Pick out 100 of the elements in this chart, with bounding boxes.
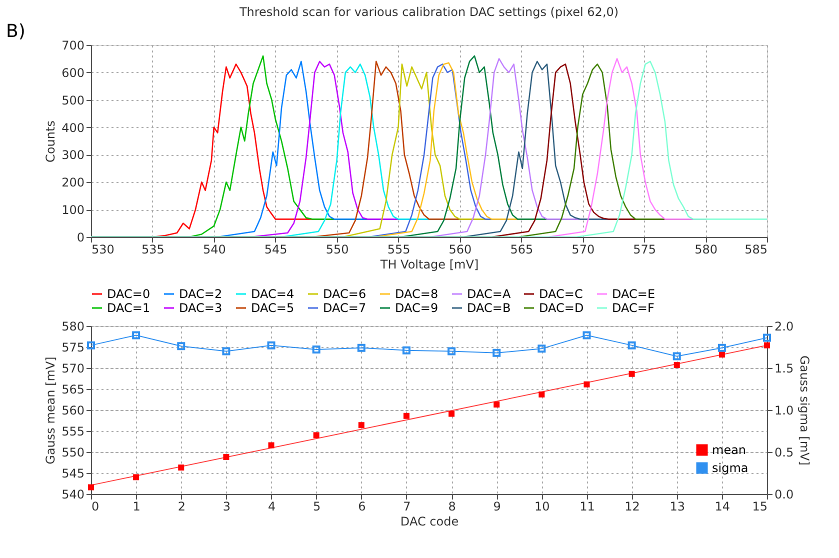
x-tick-label: 550 <box>326 242 349 256</box>
legend-label: DAC=4 <box>251 287 294 301</box>
y-tick-label: 500 <box>62 93 84 108</box>
x-tick-label: 535 <box>142 242 164 256</box>
y2-tick-label: 0.0 <box>774 488 794 502</box>
x-axis-title: TH Voltage [mV] <box>379 258 479 272</box>
point <box>494 402 500 408</box>
y-tick-label: 700 <box>62 38 84 52</box>
point <box>268 442 274 448</box>
y-tick-label: 570 <box>62 362 84 376</box>
x-tick-label: 4 <box>268 500 276 514</box>
point <box>582 331 591 340</box>
legend-label: sigma <box>712 461 748 475</box>
point <box>132 331 140 340</box>
point <box>538 344 546 353</box>
x-tick-label: 0 <box>92 500 100 514</box>
y-tick-label: 580 <box>62 320 84 334</box>
legend-label: DAC=7 <box>323 301 366 315</box>
legend-label: DAC=0 <box>107 287 150 301</box>
point <box>267 341 276 350</box>
y-tick-label: 400 <box>62 120 84 135</box>
x-tick-label: 560 <box>448 242 472 256</box>
point <box>222 347 230 356</box>
x-tick-label: 15 <box>752 500 768 514</box>
legend-label: DAC=5 <box>251 301 294 315</box>
x-tick-label: 585 <box>744 242 768 256</box>
legend-label: DAC=3 <box>179 301 222 315</box>
x-tick-label: 545 <box>264 242 288 256</box>
point <box>448 347 456 356</box>
point <box>628 370 635 377</box>
y-tick-label: 555 <box>62 424 84 438</box>
x-tick-label: 11 <box>580 500 595 514</box>
point <box>177 342 186 350</box>
legend-label: DAC=C <box>539 287 583 301</box>
x-tick-label: 12 <box>624 500 640 514</box>
x-tick-label: 575 <box>633 242 656 256</box>
x-tick-label: 9 <box>493 500 501 514</box>
y-tick-label: 560 <box>62 404 84 418</box>
y-tick-label: 550 <box>62 446 84 460</box>
point <box>358 422 364 428</box>
point <box>718 344 726 352</box>
text: B) <box>6 21 26 42</box>
point <box>538 391 545 398</box>
legend-label: mean <box>712 443 746 457</box>
point <box>133 474 140 480</box>
legend-label: DAC=B <box>467 301 511 315</box>
point <box>312 346 320 354</box>
legend-label: DAC=F <box>612 301 654 315</box>
x-tick-label: 540 <box>202 242 226 256</box>
y-tick-label: 575 <box>62 340 84 354</box>
y2-axis-title: Gauss sigma [mV] <box>798 356 812 466</box>
point <box>448 410 455 417</box>
legend-label: DAC=A <box>467 287 512 301</box>
legend-label: DAC=D <box>539 301 584 315</box>
y2-tick-label: 2.0 <box>774 320 794 334</box>
y-tick-label: 600 <box>62 66 84 80</box>
x-tick-label: 14 <box>714 500 730 514</box>
x-tick-label: 8 <box>448 500 456 514</box>
point <box>178 464 184 471</box>
x-tick-label: 5 <box>313 500 321 514</box>
x-tick-label: 565 <box>510 242 534 256</box>
x-axis-title: DAC code <box>400 514 459 528</box>
x-tick-label: 580 <box>694 242 718 256</box>
point <box>763 334 771 342</box>
legend-label: DAC=1 <box>107 301 150 315</box>
point <box>764 342 770 348</box>
y-tick-label: 565 <box>62 382 84 396</box>
x-tick-label: 7 <box>403 500 411 514</box>
y-tick-label: 300 <box>62 148 84 162</box>
x-tick-label: 530 <box>92 242 114 256</box>
y-axis-title: Gauss mean [mV] <box>44 356 58 464</box>
x-tick-label: 10 <box>534 500 550 514</box>
y-tick-label: 200 <box>62 176 84 190</box>
point <box>492 348 501 357</box>
point <box>87 341 95 350</box>
x-tick-label: 570 <box>572 242 595 256</box>
point <box>628 341 636 350</box>
x-tick-label: 3 <box>222 500 231 514</box>
x-tick-label: 2 <box>178 500 186 514</box>
legend-label: DAC=8 <box>395 287 438 301</box>
legend-label: DAC=E <box>612 287 656 301</box>
x-tick-label: 6 <box>358 500 366 514</box>
y-tick-label: 540 <box>62 488 84 502</box>
point <box>402 346 410 354</box>
point <box>672 352 681 360</box>
y-tick-label: 0 <box>76 230 84 244</box>
legend-label: DAC=2 <box>179 287 222 301</box>
point <box>313 432 320 438</box>
chart-title: Threshold scan for various calibration DAC settings (pixel 62,0) <box>238 5 619 19</box>
point <box>88 484 94 490</box>
legend-label: DAC=9 <box>395 301 438 315</box>
point <box>674 362 680 368</box>
point <box>223 454 230 460</box>
y-tick-label: 545 <box>62 466 84 480</box>
x-tick-label: 13 <box>670 500 686 514</box>
y2-tick-label: 1.0 <box>774 404 794 418</box>
point <box>584 381 590 388</box>
x-tick-label: 555 <box>387 242 410 256</box>
y2-tick-label: 1.5 <box>774 362 794 376</box>
y2-tick-label: 0.5 <box>774 446 794 460</box>
